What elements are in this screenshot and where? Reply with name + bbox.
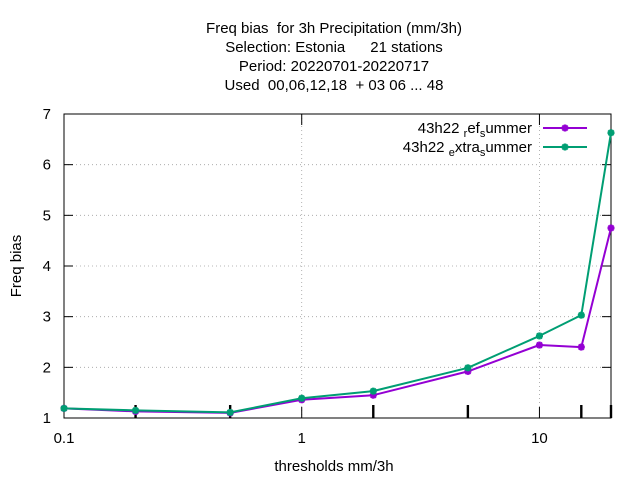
- y-tick-label: 4: [43, 258, 51, 275]
- chart-title-line: Freq bias for 3h Precipitation (mm/3h): [206, 20, 462, 37]
- chart-title: Freq bias for 3h Precipitation (mm/3h) Se…: [206, 20, 462, 94]
- series-point: [132, 406, 140, 414]
- legend-swatch-marker: [561, 143, 569, 151]
- series-point: [577, 311, 585, 319]
- series-point: [369, 387, 377, 395]
- chart-title-line: Selection: Estonia 21 stations: [225, 39, 443, 56]
- legend-swatch-marker: [561, 124, 569, 132]
- y-tick-label: 3: [43, 309, 51, 326]
- legend-label: 43h22 refsummer: [418, 120, 532, 140]
- series-point: [535, 341, 543, 349]
- grid-lines: [64, 114, 611, 418]
- series-line: [63, 132, 612, 414]
- series-point: [226, 408, 234, 416]
- series-point: [60, 404, 68, 412]
- y-axis-label: Freq bias: [8, 235, 25, 298]
- series-point: [464, 364, 472, 372]
- series-lines: [60, 129, 615, 417]
- plot-frame: [63, 113, 612, 419]
- y-tick-label: 2: [43, 359, 51, 376]
- series-point: [577, 343, 585, 351]
- series-point: [607, 129, 615, 137]
- y-tick-label: 5: [43, 207, 51, 224]
- x-tick-label: 1: [298, 430, 306, 447]
- x-tick-label: 0.1: [54, 430, 75, 447]
- series-point: [298, 394, 306, 402]
- x-tick-label: 10: [531, 430, 548, 447]
- x-axis-label: thresholds mm/3h: [274, 458, 393, 475]
- y-tick-label: 7: [43, 106, 51, 123]
- y-tick-label: 6: [43, 157, 51, 174]
- series-line: [63, 227, 612, 414]
- chart-title-line: Period: 20220701-20220717: [239, 58, 429, 75]
- y-tick-label: 1: [43, 410, 51, 427]
- series-point: [535, 332, 543, 340]
- legend-label: 43h22 extrasummer: [403, 139, 532, 159]
- chart-title-line: Used 00,06,12,18 + 03 06 ... 48: [225, 77, 444, 94]
- series-point: [607, 224, 615, 232]
